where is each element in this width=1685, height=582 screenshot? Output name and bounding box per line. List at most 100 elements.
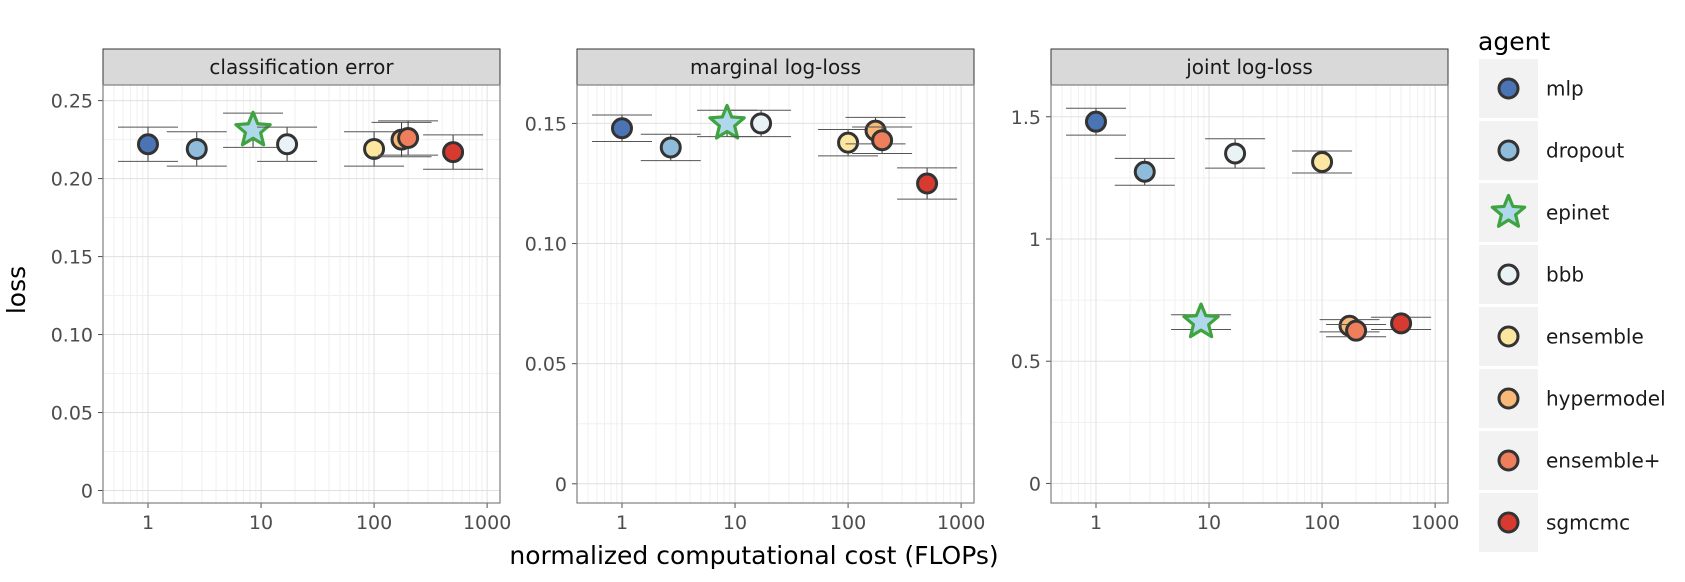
legend-label: epinet [1546, 201, 1610, 225]
legend-label: bbb [1546, 263, 1584, 287]
marker-circle [1311, 151, 1334, 173]
legend-item-ensemble: ensemble [1479, 307, 1644, 366]
marker-circle [659, 136, 682, 159]
x-tick-label: 1 [142, 512, 154, 534]
point-ensemble+ [1326, 319, 1387, 342]
legend-marker-circle [1497, 263, 1520, 286]
marker-circle [1390, 312, 1413, 335]
point-dropout [166, 131, 227, 167]
marker-circle [1084, 110, 1107, 133]
marker-circle [276, 133, 299, 156]
panel-strip [1050, 48, 1449, 86]
x-tick-label: 1 [1090, 512, 1102, 534]
panel-title: joint log-loss [1185, 55, 1313, 79]
point-epinet [1171, 302, 1232, 339]
y-tick-label: 0.5 [1011, 351, 1041, 373]
marker-star [234, 110, 272, 147]
legend-item-epinet: epinet [1479, 183, 1610, 242]
y-tick-label: 0 [1029, 473, 1041, 495]
x-axis-title: normalized computational cost (FLOPs) [509, 541, 998, 570]
legend-item-dropout: dropout [1479, 121, 1624, 180]
marker-circle [871, 129, 894, 152]
legend-item-ensemble+: ensemble+ [1479, 431, 1661, 490]
x-tick-label: 10 [723, 512, 747, 534]
legend-item-bbb: bbb [1479, 245, 1584, 304]
panel-title: marginal log-loss [690, 55, 861, 79]
point-ensemble+ [852, 126, 913, 154]
legend-marker-circle [1497, 511, 1520, 534]
x-tick-label: 100 [1304, 512, 1340, 534]
legend-label: ensemble+ [1546, 449, 1661, 473]
y-tick-label: 0 [81, 481, 93, 503]
point-bbb [731, 109, 792, 138]
y-tick-label: 0.15 [51, 247, 93, 269]
legend-label: dropout [1546, 139, 1624, 163]
legend-marker-circle [1497, 139, 1520, 162]
y-tick-label: 1 [1029, 229, 1041, 251]
point-ensemble [344, 131, 405, 167]
point-ensemble+ [378, 120, 439, 156]
x-tick-label: 100 [356, 512, 392, 534]
point-sgmcmc [897, 167, 958, 200]
legend-item-hypermodel: hypermodel [1479, 369, 1666, 428]
y-tick-label: 0.20 [51, 169, 93, 191]
point-mlp [117, 126, 178, 162]
legend-label: sgmcmc [1546, 511, 1630, 535]
legend-label: ensemble [1546, 325, 1644, 349]
point-ensemble [818, 128, 879, 157]
marker-star [708, 103, 746, 140]
x-tick-label: 1000 [463, 512, 511, 534]
panel-title: classification error [209, 55, 394, 79]
panel-1: classification error 1 10 100 1000 0 0.05 0.10 0… [51, 48, 511, 534]
y-tick-label: 0.05 [51, 403, 93, 425]
legend-marker-circle [1497, 387, 1520, 410]
point-mlp [591, 114, 652, 142]
panel-background [577, 85, 974, 503]
legend: agent mlp dropout epinet bbb ensemble hypermo… [1478, 27, 1666, 552]
point-dropout [1114, 157, 1175, 186]
marker-circle [136, 133, 159, 156]
y-tick-label: 0.15 [525, 113, 567, 135]
y-tick-label: 1.5 [1011, 107, 1041, 129]
x-tick-label: 10 [1197, 512, 1221, 534]
point-bbb [1205, 138, 1266, 169]
marker-circle [397, 127, 420, 150]
legend-item-sgmcmc: sgmcmc [1479, 493, 1630, 552]
point-dropout [640, 133, 701, 162]
panel-background [1051, 85, 1448, 503]
y-tick-label: 0.10 [51, 325, 93, 347]
x-tick-label: 10 [249, 512, 273, 534]
y-tick-label: 0.05 [525, 354, 567, 376]
y-tick-label: 0 [555, 474, 567, 496]
marker-star [1182, 302, 1220, 339]
marker-circle [363, 137, 386, 160]
panel-3: joint log-loss 1 10 100 1000 0 0.5 1 1.5 [1011, 48, 1459, 534]
point-ensemble [1292, 150, 1353, 174]
legend-marker-circle [1497, 325, 1520, 348]
y-tick-label: 0.25 [51, 91, 93, 113]
point-sgmcmc [423, 134, 484, 170]
point-bbb [257, 126, 318, 162]
legend-item-mlp: mlp [1479, 59, 1584, 118]
legend-marker-star [1490, 193, 1527, 228]
marker-circle [1345, 319, 1368, 342]
legend-marker-circle [1497, 449, 1520, 472]
legend-label: hypermodel [1546, 387, 1666, 411]
point-mlp [1065, 107, 1126, 136]
marker-circle [750, 112, 773, 135]
x-tick-label: 100 [830, 512, 866, 534]
marker-circle [1224, 142, 1247, 165]
panel-border [102, 84, 501, 504]
marker-circle [442, 141, 465, 164]
x-tick-label: 1000 [937, 512, 985, 534]
legend-title: agent [1478, 27, 1550, 56]
marker-circle [1133, 160, 1156, 183]
y-tick-label: 0.10 [525, 234, 567, 256]
panel-2: marginal log-loss 1 10 100 1000 0 0.05 0.10 0.15 [525, 48, 985, 534]
panel-border [576, 84, 975, 504]
legend-label: mlp [1546, 77, 1584, 101]
x-tick-label: 1000 [1411, 512, 1459, 534]
x-tick-label: 1 [616, 512, 628, 534]
